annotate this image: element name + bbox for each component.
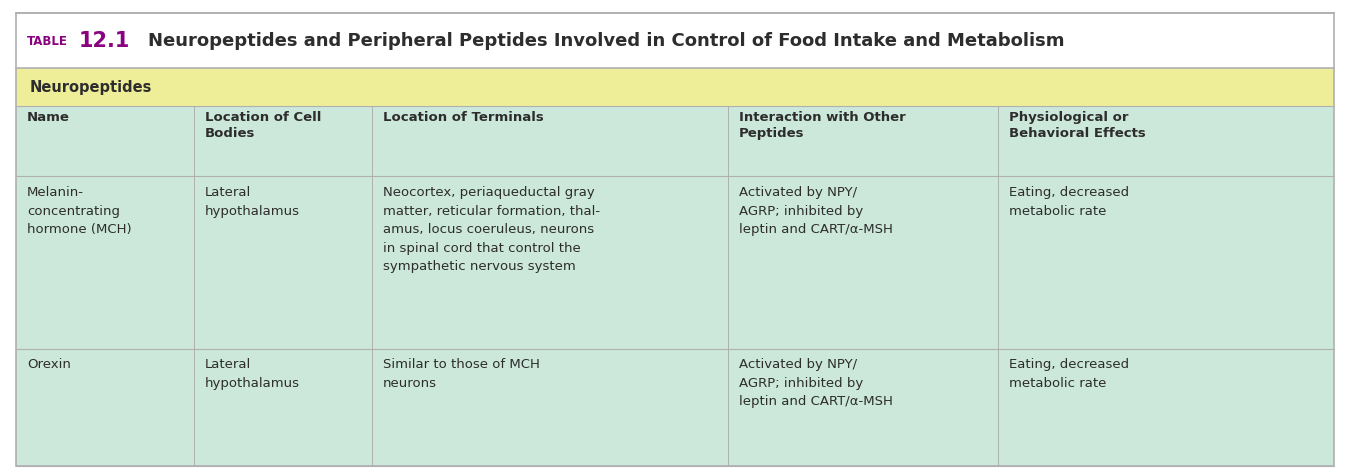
Text: Eating, decreased
metabolic rate: Eating, decreased metabolic rate bbox=[1008, 357, 1129, 389]
Text: Melanin-
concentrating
hormone (MCH): Melanin- concentrating hormone (MCH) bbox=[27, 186, 131, 236]
Bar bbox=[16, 349, 1334, 466]
Bar bbox=[16, 14, 1334, 69]
Text: Orexin: Orexin bbox=[27, 357, 70, 370]
Text: Eating, decreased
metabolic rate: Eating, decreased metabolic rate bbox=[1008, 186, 1129, 217]
Text: Activated by NPY/
AGRP; inhibited by
leptin and CART/α-MSH: Activated by NPY/ AGRP; inhibited by lep… bbox=[738, 357, 892, 407]
Text: Neocortex, periaqueductal gray
matter, reticular formation, thal-
amus, locus co: Neocortex, periaqueductal gray matter, r… bbox=[383, 186, 599, 272]
Text: Name: Name bbox=[27, 111, 70, 124]
Text: Neuropeptides: Neuropeptides bbox=[30, 80, 153, 95]
Text: Lateral
hypothalamus: Lateral hypothalamus bbox=[205, 357, 300, 389]
Text: Similar to those of MCH
neurons: Similar to those of MCH neurons bbox=[383, 357, 540, 389]
Text: Neuropeptides and Peripheral Peptides Involved in Control of Food Intake and Met: Neuropeptides and Peripheral Peptides In… bbox=[148, 32, 1065, 50]
Text: Activated by NPY/
AGRP; inhibited by
leptin and CART/α-MSH: Activated by NPY/ AGRP; inhibited by lep… bbox=[738, 186, 892, 236]
Bar bbox=[16, 69, 1334, 107]
Bar bbox=[16, 177, 1334, 349]
Text: Location of Cell
Bodies: Location of Cell Bodies bbox=[205, 111, 321, 140]
Text: Physiological or
Behavioral Effects: Physiological or Behavioral Effects bbox=[1008, 111, 1145, 140]
Text: Location of Terminals: Location of Terminals bbox=[383, 111, 544, 124]
Bar bbox=[16, 107, 1334, 177]
Text: Lateral
hypothalamus: Lateral hypothalamus bbox=[205, 186, 300, 217]
Text: TABLE: TABLE bbox=[27, 35, 68, 48]
Text: 12.1: 12.1 bbox=[78, 31, 130, 51]
Text: Interaction with Other
Peptides: Interaction with Other Peptides bbox=[738, 111, 906, 140]
